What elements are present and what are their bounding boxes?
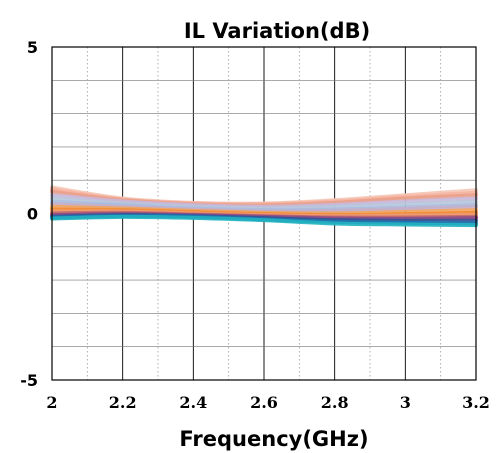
series-line-15 <box>50 214 478 228</box>
x-tick-label: 3.2 <box>462 393 490 412</box>
y-tick-label: 5 <box>27 38 38 57</box>
x-tick-label: 2.2 <box>109 393 137 412</box>
y-tick-label: 0 <box>27 205 38 224</box>
x-axis-label: Frequency(GHz) <box>179 427 368 451</box>
x-tick-label: 3 <box>400 393 411 412</box>
x-tick-label: 2.8 <box>321 393 349 412</box>
x-tick-label: 2.6 <box>250 393 278 412</box>
chart-title: IL Variation(dB) <box>184 19 370 43</box>
grid <box>51 46 477 381</box>
series-group <box>50 185 478 228</box>
x-tick-label: 2.4 <box>179 393 207 412</box>
y-tick-labels: 5 0 -5 <box>20 38 38 390</box>
y-tick-label: -5 <box>20 371 38 390</box>
plot-frame <box>51 46 477 381</box>
x-tick-label: 2 <box>46 393 57 412</box>
x-tick-labels: 2 2.2 2.4 2.6 2.8 3 3.2 <box>46 393 489 412</box>
